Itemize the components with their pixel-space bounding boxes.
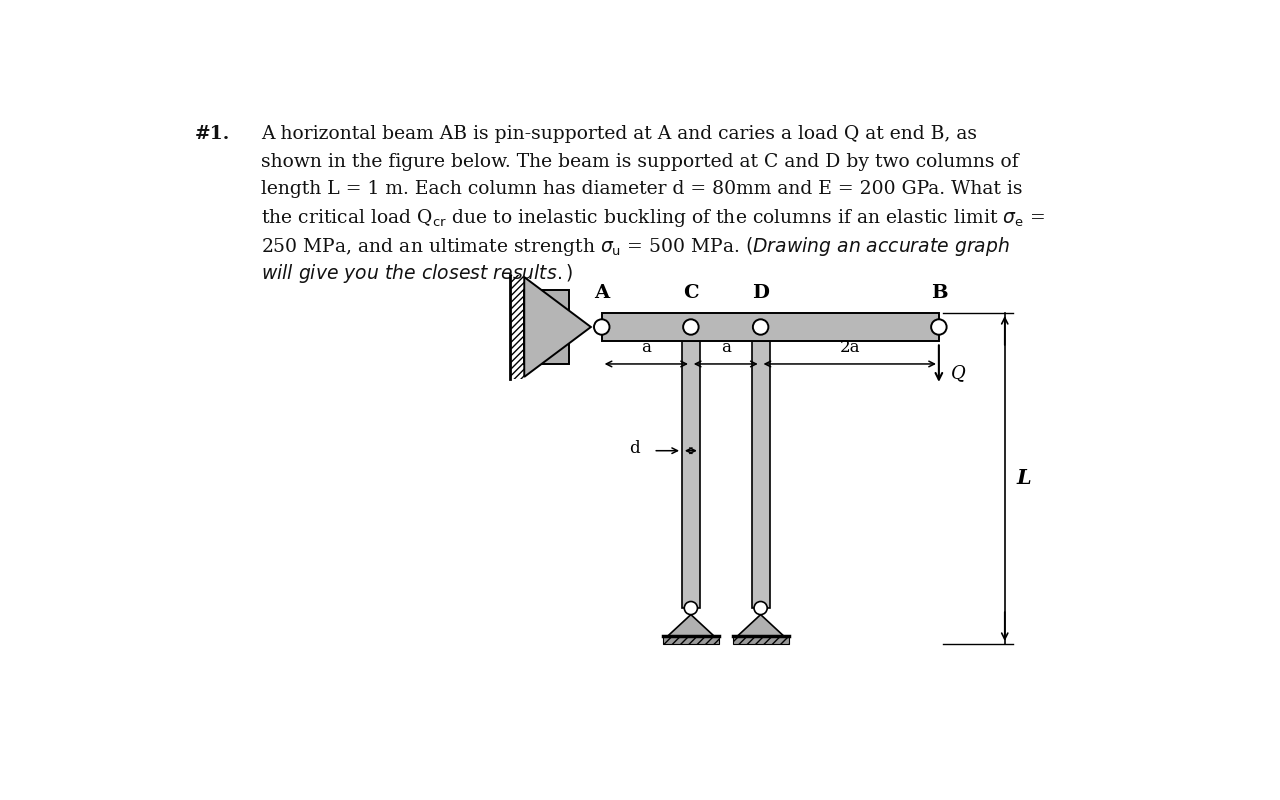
Text: length L = 1 m. Each column has diameter d = 80mm and E = 200 GPa. What is: length L = 1 m. Each column has diameter… (261, 180, 1023, 198)
Bar (511, 275, 525, 378)
Circle shape (685, 602, 698, 614)
Bar (663, 636, 719, 644)
Circle shape (753, 319, 768, 334)
Text: a: a (721, 339, 731, 356)
Circle shape (754, 602, 767, 614)
Text: A: A (594, 284, 609, 302)
Circle shape (931, 319, 947, 334)
Bar (602, 313, 938, 341)
Circle shape (684, 319, 699, 334)
Text: D: D (753, 284, 769, 302)
Bar (525, 290, 570, 364)
Text: B: B (931, 284, 947, 302)
Bar (732, 636, 788, 644)
Text: d: d (628, 440, 639, 457)
Text: a: a (641, 339, 652, 356)
Text: #1.: #1. (195, 126, 230, 143)
Text: shown in the figure below. The beam is supported at C and D by two columns of: shown in the figure below. The beam is s… (261, 153, 1019, 170)
Bar (751, 341, 769, 608)
Polygon shape (525, 277, 591, 377)
Polygon shape (668, 614, 714, 636)
Text: A horizontal beam AB is pin-supported at A and caries a load Q at end B, as: A horizontal beam AB is pin-supported at… (261, 126, 977, 143)
Text: 2a: 2a (840, 339, 860, 356)
Polygon shape (737, 614, 783, 636)
Circle shape (594, 319, 609, 334)
Text: C: C (684, 284, 699, 302)
Text: the critical load Q$_{\rm cr}$ due to inelastic buckling of the columns if an el: the critical load Q$_{\rm cr}$ due to in… (261, 207, 1044, 230)
Bar (682, 341, 700, 608)
Text: 250 MPa, and an ultimate strength $\sigma_{\rm u}$ = 500 MPa. $\it{(Drawing\ an\: 250 MPa, and an ultimate strength $\sigm… (261, 234, 1010, 258)
Text: Q: Q (951, 364, 965, 382)
Text: L: L (1016, 469, 1030, 489)
Text: $\it{will\ give\ you\ the\ closest\ results.)}$: $\it{will\ give\ you\ the\ closest\ resu… (261, 262, 573, 285)
